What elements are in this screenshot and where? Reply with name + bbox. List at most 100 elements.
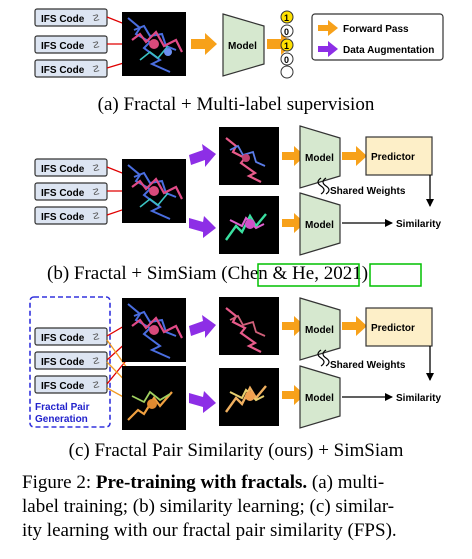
augmented-view-image: [219, 297, 279, 355]
ifs-code-box: IFS Code ☡: [34, 182, 108, 201]
augmentation-arrow-icon: [189, 315, 216, 338]
forward-arrow-icon: [342, 316, 367, 336]
fractal-glyph-icon: ☡: [92, 187, 100, 197]
ifs-code-box: IFS Code ☡: [34, 206, 108, 225]
figure-caption-line1: Figure 2: Pre-training with fractals. (a…: [22, 472, 462, 494]
panel-b-caption-prefix: (b) Fractal + SimSiam (: [47, 263, 228, 284]
ifs-code-label: IFS Code: [41, 65, 85, 76]
shared-weights-label: Shared Weights: [330, 360, 406, 371]
weight-sharing-link: [322, 349, 330, 367]
fractal-glyph-icon: ☡: [92, 40, 100, 50]
paired-fractal-image: [122, 366, 186, 430]
ifs-code-label: IFS Code: [41, 41, 85, 52]
predictor-label: Predictor: [371, 323, 415, 334]
ifs-code-label: IFS Code: [41, 357, 85, 368]
fractal-pair-label-line2: Generation: [35, 414, 88, 425]
ifs-code-label: IFS Code: [41, 188, 85, 199]
panel-c-caption: (c) Fractal Pair Similarity (ours) + Sim…: [68, 440, 404, 461]
fractal-glyph-icon: ☡: [92, 13, 100, 23]
ifs-code-box: IFS Code ☡: [34, 351, 108, 370]
ifs-code-box: IFS Code ☡: [34, 327, 108, 346]
forward-arrow-icon: [191, 33, 217, 55]
label-bit: 1: [284, 13, 289, 23]
model-label: Model: [305, 153, 334, 164]
legend: Forward Pass Data Augmentation: [311, 13, 444, 61]
similarity-label: Similarity: [396, 393, 441, 404]
figure-number: Figure 2:: [22, 472, 92, 493]
ifs-code-box: IFS Code ☡: [34, 59, 108, 78]
panel-b: IFS Code ☡ IFS Code ☡ IFS Code ☡: [34, 125, 441, 256]
model-label: Model: [305, 393, 334, 404]
fractal-glyph-icon: ☡: [92, 64, 100, 74]
figure-caption-line3: ity learning with our fractal pair simil…: [22, 520, 397, 541]
data-augmentation-arrow-icon: [318, 41, 338, 57]
fractal-image: [122, 12, 186, 76]
predictor-label: Predictor: [371, 152, 415, 163]
panel-b-cite-sep: ,: [314, 263, 324, 284]
augmented-view-image: [219, 368, 279, 426]
forward-arrow-icon: [282, 146, 305, 166]
label-bit: 0: [284, 55, 289, 65]
ifs-code-box: IFS Code ☡: [34, 158, 108, 177]
fractal-glyph-icon: ☡: [92, 380, 100, 390]
panel-a: IFS Code ☡ IFS Code ☡ IFS Code ☡ Model: [34, 8, 444, 79]
ifs-code-label: IFS Code: [41, 164, 85, 175]
ifs-code-label: IFS Code: [41, 333, 85, 344]
forward-arrow-icon: [282, 385, 305, 405]
ifs-code-box: IFS Code ☡: [34, 8, 108, 27]
weight-sharing-link: [322, 177, 330, 195]
label-bit: 1: [284, 41, 289, 51]
citation-author-link[interactable]: Chen & He: [228, 263, 315, 284]
model-label: Model: [228, 41, 257, 52]
fractal-pair-label-line1: Fractal Pair: [35, 402, 90, 413]
figure-caption-line2: label training; (b) similarity learning;…: [22, 496, 395, 517]
predictor-block: Predictor: [365, 307, 433, 347]
augmentation-arrow-icon: [189, 144, 216, 167]
fractal-glyph-icon: ☡: [92, 356, 100, 366]
citation-year-box: [369, 263, 422, 287]
model-block: Model: [299, 297, 341, 361]
model-block: Model: [299, 365, 341, 429]
fractal-pair-generation-box: [29, 296, 111, 428]
fractal-glyph-icon: ☡: [92, 211, 100, 221]
ifs-code-label: IFS Code: [41, 14, 85, 25]
similarity-label: Similarity: [396, 219, 441, 230]
model-label: Model: [305, 220, 334, 231]
augmented-view-image: [219, 127, 279, 185]
panel-b-caption: (b) Fractal + SimSiam (Chen & He, 2021): [47, 263, 422, 287]
ifs-code-box: IFS Code ☡: [34, 375, 108, 394]
forward-pass-arrow-icon: [318, 20, 338, 36]
model-label: Model: [305, 325, 334, 336]
legend-forward-label: Forward Pass: [343, 24, 409, 35]
figure-caption-title: Pre-training with fractals.: [95, 472, 308, 493]
citation-year-link[interactable]: 2021: [324, 263, 362, 284]
panel-a-caption: (a) Fractal + Multi-label supervision: [98, 94, 375, 115]
legend-augment-label: Data Augmentation: [343, 45, 434, 56]
shared-weights-label: Shared Weights: [330, 186, 406, 197]
figure-caption-line1-rest: (a) multi-: [311, 472, 385, 493]
weight-sharing-link: [317, 177, 325, 195]
predictor-block: Predictor: [365, 136, 433, 176]
model-block: Model: [299, 125, 341, 189]
ifs-code-box: IFS Code ☡: [34, 35, 108, 54]
fractal-image: [122, 159, 186, 223]
ifs-code-label: IFS Code: [41, 212, 85, 223]
forward-arrow-icon: [282, 213, 305, 233]
svg-text:(b) Fractal + SimSiam (Chen &: (b) Fractal + SimSiam (Chen & He, 2021): [47, 263, 368, 284]
label-bit: 0: [284, 27, 289, 37]
weight-sharing-link: [317, 349, 325, 367]
forward-arrow-icon: [282, 316, 305, 336]
multi-label-vector: 1 0 1 0: [280, 10, 294, 79]
panel-c: IFS Code ☡ IFS Code ☡ IFS Code ☡ Fractal…: [29, 296, 441, 430]
fractal-image: [122, 298, 186, 362]
forward-arrow-icon: [342, 146, 367, 166]
augmentation-arrow-icon: [189, 216, 216, 238]
augmented-view-image: [219, 196, 279, 254]
citation-author-box: [257, 263, 360, 287]
model-block: Model: [222, 13, 265, 77]
figure-diagram: IFS Code ☡ IFS Code ☡ IFS Code ☡ Model: [29, 8, 444, 430]
panel-b-caption-suffix: ): [362, 263, 368, 284]
augmentation-arrow-icon: [189, 391, 216, 413]
ifs-code-label: IFS Code: [41, 381, 85, 392]
model-block: Model: [299, 192, 341, 256]
